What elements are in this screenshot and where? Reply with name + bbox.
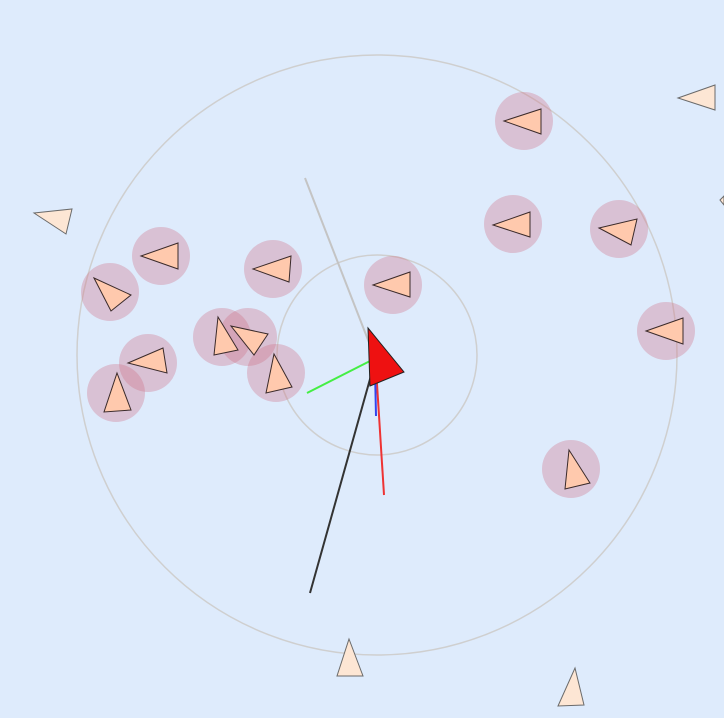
alignment-vector [304,177,371,346]
boid [502,108,542,135]
boid [719,195,724,206]
boid [336,637,364,677]
boid [103,371,132,413]
boid [139,242,179,270]
boid [557,666,585,707]
perception-radius [76,54,678,656]
boid [92,276,132,312]
boid [491,211,531,238]
boid [265,352,293,394]
boid [32,208,73,235]
cohesion-vector [306,359,373,394]
other-boids [32,84,724,707]
boid [597,218,638,246]
selected-boid [367,326,405,387]
boid [126,347,168,374]
steering-vectors [304,177,385,594]
boid [676,84,716,111]
velocity-vector [309,371,373,594]
boid [251,255,292,283]
boid [229,325,269,356]
separation-vector [375,367,385,496]
neighbor-boids [92,108,684,490]
boid [371,271,411,298]
boid [564,448,591,490]
boid [644,317,684,345]
boid [213,315,239,356]
separation-radius [276,254,478,456]
